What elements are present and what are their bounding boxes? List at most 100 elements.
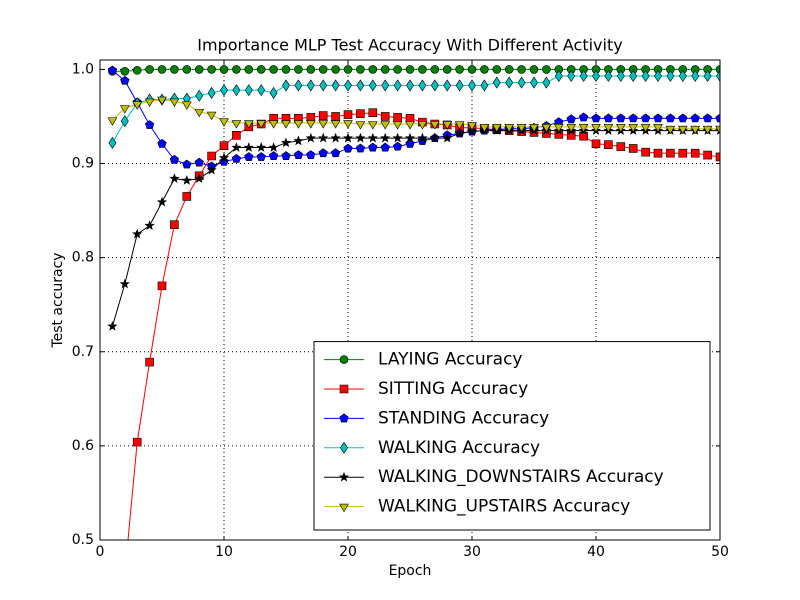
- data-point: [592, 69, 600, 83]
- data-point: [517, 65, 526, 74]
- legend-marker: [339, 355, 349, 364]
- legend-marker: [339, 503, 349, 513]
- data-point: [243, 120, 254, 129]
- data-point: [405, 114, 415, 123]
- data-point: [430, 65, 440, 74]
- data-point: [405, 121, 415, 130]
- data-point: [454, 121, 465, 130]
- data-point: [392, 141, 403, 151]
- data-point: [702, 113, 713, 123]
- data-point: [554, 69, 563, 83]
- data-point: [220, 84, 228, 97]
- data-point: [553, 124, 564, 133]
- data-point: [380, 132, 391, 143]
- data-point: [194, 173, 205, 183]
- data-point: [529, 65, 539, 74]
- data-point: [319, 79, 328, 92]
- data-point: [678, 113, 688, 123]
- data-point: [429, 121, 440, 130]
- data-point: [566, 65, 576, 74]
- data-point: [666, 69, 675, 83]
- data-point: [392, 121, 403, 130]
- data-point: [554, 65, 564, 74]
- data-point: [268, 142, 279, 152]
- data-point: [157, 138, 167, 148]
- data-point: [170, 65, 179, 74]
- data-point: [132, 66, 142, 75]
- data-point: [380, 65, 390, 74]
- data-point: [628, 113, 638, 123]
- plot-area: [107, 65, 720, 540]
- data-point: [417, 132, 428, 143]
- data-point: [368, 142, 378, 152]
- data-point: [244, 65, 254, 74]
- data-point: [120, 66, 130, 76]
- data-point: [107, 320, 118, 331]
- data-point: [368, 79, 377, 92]
- data-point: [641, 69, 650, 83]
- plot-frame: [99, 59, 721, 541]
- data-point: [690, 65, 700, 74]
- data-point: [703, 150, 712, 160]
- data-point: [418, 79, 427, 92]
- data-point: [207, 151, 216, 161]
- legend: LAYING Accuracy SITTING Accuracy STANDING …: [313, 341, 711, 531]
- data-point: [666, 148, 675, 158]
- data-point: [665, 125, 676, 135]
- data-point: [504, 124, 515, 133]
- data-point: [356, 109, 365, 118]
- data-point: [169, 173, 180, 183]
- data-point: [343, 110, 353, 119]
- data-point: [715, 152, 720, 162]
- data-point: [591, 65, 601, 74]
- data-point: [182, 159, 192, 169]
- x-axis-label: Epoch: [389, 563, 432, 579]
- legend-marker: [338, 471, 350, 482]
- data-point: [418, 65, 427, 74]
- data-point: [318, 65, 328, 74]
- data-point: [653, 124, 663, 133]
- data-point: [641, 65, 650, 74]
- data-point: [678, 148, 688, 158]
- data-point: [355, 143, 366, 153]
- data-point: [703, 69, 712, 83]
- data-point: [640, 113, 651, 123]
- data-point: [368, 108, 378, 118]
- data-point: [641, 147, 650, 157]
- data-point: [442, 65, 452, 74]
- y-tick-label: 0.6: [72, 438, 94, 454]
- data-point: [529, 124, 539, 133]
- data-point: [491, 124, 502, 133]
- data-point: [690, 148, 700, 158]
- data-point: [120, 115, 129, 128]
- data-point: [206, 164, 217, 175]
- data-point: [119, 105, 130, 114]
- data-point: [132, 437, 142, 447]
- data-point: [653, 148, 663, 158]
- data-point: [206, 111, 217, 121]
- data-point: [256, 120, 267, 129]
- data-point: [715, 125, 720, 135]
- y-axis-label: Test accuracy: [50, 252, 66, 348]
- data-point: [429, 132, 440, 143]
- data-point: [579, 131, 588, 141]
- data-point: [144, 220, 155, 230]
- data-point: [628, 65, 638, 74]
- data-point: [406, 79, 414, 92]
- data-point: [269, 65, 278, 74]
- data-point: [542, 76, 551, 89]
- data-point: [331, 112, 340, 121]
- legend-marker: [340, 441, 348, 454]
- data-point: [380, 142, 390, 152]
- data-point: [393, 113, 402, 122]
- data-point: [542, 65, 551, 74]
- x-tick-label: 40: [587, 544, 605, 560]
- data-point: [579, 69, 588, 83]
- data-point: [344, 79, 352, 92]
- data-point: [107, 117, 118, 126]
- data-point: [430, 79, 439, 92]
- data-point: [579, 65, 588, 74]
- data-point: [381, 79, 390, 92]
- data-point: [677, 125, 688, 135]
